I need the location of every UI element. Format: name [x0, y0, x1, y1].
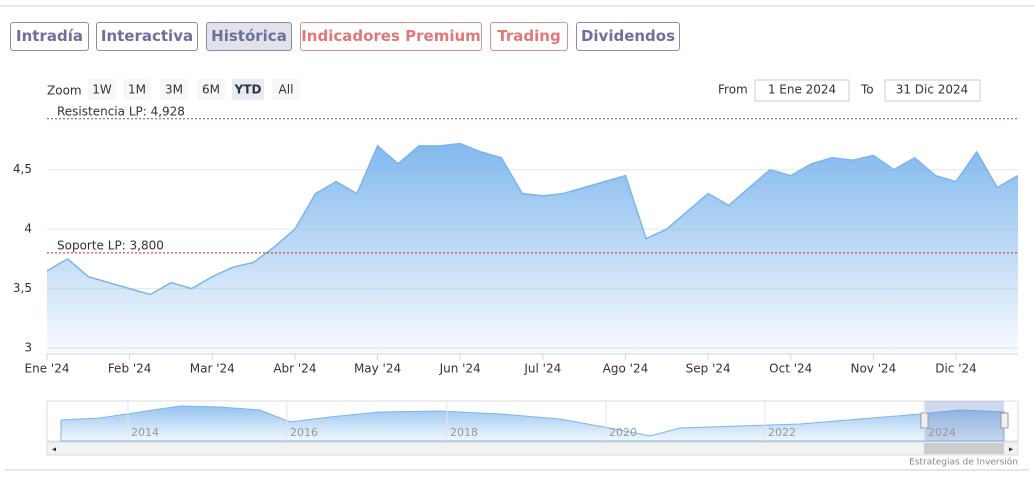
tab[interactable]: Intradía — [10, 22, 89, 51]
x-tick-label: Mar '24 — [190, 362, 235, 376]
navigator-label: 2022 — [768, 426, 796, 439]
x-tick-label: Feb '24 — [108, 362, 152, 376]
zoom-button-label: All — [279, 83, 294, 97]
zoom-button[interactable] — [160, 79, 188, 100]
navigator-range[interactable] — [924, 401, 1004, 441]
navigator-series — [60, 405, 1005, 442]
scrollbar-thumb[interactable] — [924, 443, 1004, 454]
navigator-handle[interactable] — [1000, 412, 1009, 429]
tab[interactable]: Indicadores Premium — [300, 22, 482, 51]
area — [47, 143, 1018, 354]
zoom-button[interactable] — [272, 79, 300, 100]
zoom-button[interactable] — [232, 79, 264, 100]
zoom-button-label: 3M — [165, 83, 183, 97]
zoom-button[interactable] — [88, 79, 116, 100]
navigator-label: 2014 — [131, 426, 159, 439]
from-input[interactable] — [754, 79, 850, 102]
x-tick-label: Sep '24 — [686, 362, 731, 376]
y-tick-label: 4 — [24, 222, 32, 236]
zoom-button[interactable] — [197, 79, 225, 100]
to-value: 31 Dic 2024 — [896, 83, 969, 97]
x-tick-label: Nov '24 — [850, 362, 896, 376]
x-tick-label: Abr '24 — [273, 362, 316, 376]
tab[interactable]: Histórica — [206, 22, 292, 51]
navigator-label: 2020 — [609, 426, 637, 439]
zoom-button[interactable] — [123, 79, 151, 100]
y-tick-label: 3 — [24, 341, 32, 355]
to-label: To — [860, 83, 874, 97]
y-tick-label: 3,5 — [13, 281, 32, 295]
zoom-button-label: 1M — [128, 83, 146, 97]
navigator-label: 2024 — [928, 426, 956, 439]
plot-line-label: Resistencia LP: 4,928 — [57, 104, 185, 118]
scrollbar[interactable] — [46, 441, 1019, 456]
zoom-button-label: 1W — [92, 83, 112, 97]
plot-line-label: Soporte LP: 3,800 — [57, 238, 164, 252]
zoom-label: Zoom — [47, 84, 82, 98]
from-value: 1 Ene 2024 — [768, 83, 836, 97]
x-tick-label: Jun '24 — [439, 362, 481, 376]
navigator-label: 2016 — [290, 426, 318, 439]
from-label: From — [718, 83, 748, 97]
x-tick-label: May '24 — [354, 362, 401, 376]
scroll-right[interactable]: ▸ — [1009, 445, 1013, 454]
scroll-left[interactable]: ◂ — [52, 445, 56, 454]
tab[interactable]: Trading — [490, 22, 568, 51]
line — [46, 142, 1019, 296]
zoom-button-label: YTD — [234, 83, 262, 97]
x-tick-label: Oct '24 — [769, 362, 812, 376]
x-tick-label: Dic '24 — [935, 362, 977, 376]
x-tick-label: Jul '24 — [523, 362, 561, 376]
tab[interactable]: Dividendos — [576, 22, 680, 51]
zoom-button-label: 6M — [202, 83, 220, 97]
tab[interactable]: Interactiva — [96, 22, 198, 51]
navigator-label: 2018 — [450, 426, 478, 439]
y-tick-label: 4,5 — [13, 162, 32, 176]
credits: Estrategias de Inversión — [909, 457, 1018, 468]
to-input[interactable] — [884, 79, 981, 102]
x-tick-label: Ene '24 — [25, 362, 70, 376]
x-tick-label: Ago '24 — [603, 362, 649, 376]
